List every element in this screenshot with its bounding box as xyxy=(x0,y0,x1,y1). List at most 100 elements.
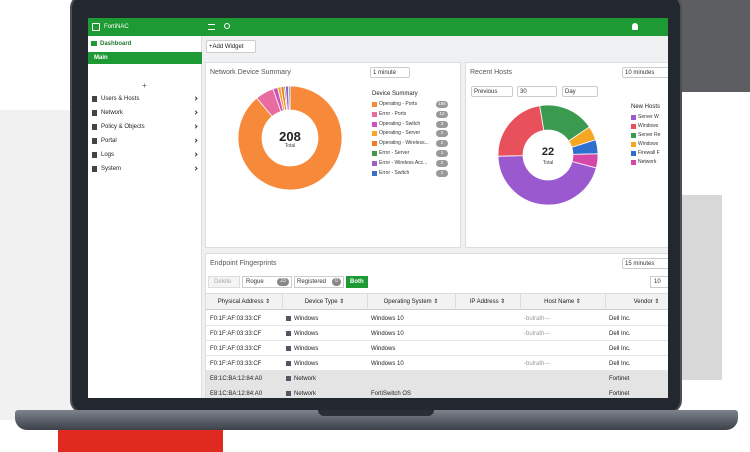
legend-badge xyxy=(436,140,448,148)
table-row[interactable] xyxy=(206,371,668,386)
donut-total-label: Total xyxy=(284,143,296,149)
registered-btn[interactable] xyxy=(294,276,344,288)
table-cell: Dell Inc. xyxy=(609,361,631,367)
delete-btn[interactable] xyxy=(208,276,240,288)
device-icon xyxy=(286,346,291,351)
table-cell: F0:1F:AF:03:33:CF xyxy=(210,331,262,337)
search-icon[interactable] xyxy=(224,23,230,29)
table-row[interactable] xyxy=(206,311,668,326)
table-cell: Fortinet xyxy=(609,376,630,382)
nav-main-bg[interactable] xyxy=(88,52,202,64)
table-cell: Network xyxy=(294,391,317,397)
add-widget[interactable]: +Add Widget xyxy=(209,44,244,50)
legend-swatch xyxy=(372,121,377,127)
interval-select-box[interactable] xyxy=(370,67,410,78)
legend-label: Operating - Wireless... xyxy=(379,140,429,147)
nav-item[interactable]: Users & Hosts xyxy=(101,96,140,102)
unit-select[interactable]: Day xyxy=(565,89,576,95)
table-cell: Windows xyxy=(294,316,319,322)
widget-title: Network Device Summary xyxy=(210,69,291,76)
page-size-box[interactable] xyxy=(650,276,668,288)
sidebar xyxy=(88,36,202,398)
registered-count: 0 xyxy=(335,278,338,284)
column-header[interactable]: Vendor ⇕ xyxy=(633,299,660,305)
table-cell: Dell Inc. xyxy=(609,346,631,352)
both-label[interactable]: Both xyxy=(350,279,364,285)
nav-item[interactable]: System xyxy=(101,166,122,172)
nav-main[interactable]: Main xyxy=(94,55,108,61)
nav-dashboard[interactable]: Dashboard xyxy=(100,41,132,47)
interval-select[interactable]: 1 minute xyxy=(373,70,397,76)
unit-select-box[interactable] xyxy=(562,86,598,97)
column-header[interactable]: Host Name ⇕ xyxy=(544,299,581,305)
table-row[interactable] xyxy=(206,341,668,356)
nav-item[interactable]: Logs xyxy=(101,152,115,158)
table-row[interactable] xyxy=(206,326,668,341)
top-bar xyxy=(88,18,668,36)
table-cell: -bulrath--- xyxy=(524,361,551,367)
legend-badge xyxy=(436,110,448,118)
interval-select[interactable]: 15 minutes xyxy=(625,261,655,267)
period-select[interactable]: Previous xyxy=(474,89,498,95)
legend-swatch xyxy=(631,124,636,129)
legend-swatch xyxy=(372,151,377,156)
page-size[interactable]: 10 xyxy=(654,279,661,285)
bell-icon[interactable] xyxy=(632,23,638,30)
table-cell: Windows 10 xyxy=(371,331,404,337)
table-cell: Windows xyxy=(371,346,396,352)
table-row[interactable] xyxy=(206,386,668,398)
table-cell: Windows 10 xyxy=(371,361,404,367)
table-cell: -bulrath--- xyxy=(524,331,551,337)
nav-icon xyxy=(92,96,97,102)
legend-title: New Hosts xyxy=(631,104,661,110)
legend-swatch xyxy=(372,131,377,137)
interval-select[interactable]: 10 minutes xyxy=(625,70,655,76)
legend-label: Operating - Server xyxy=(379,130,421,137)
rogue-label[interactable]: Rogue xyxy=(246,279,264,285)
table-cell: Network xyxy=(294,376,317,382)
column-divider xyxy=(520,293,521,310)
add-dashboard[interactable]: + xyxy=(142,81,147,90)
legend-label: Error - Switch xyxy=(379,169,410,176)
table-cell: Dell Inc. xyxy=(609,331,631,337)
table-cell: F0:1F:AF:03:33:CF xyxy=(210,316,262,322)
legend-swatch xyxy=(372,160,377,166)
legend-count: 1 xyxy=(440,150,444,155)
delete-label[interactable]: Delete xyxy=(214,279,232,285)
interval-select-box[interactable] xyxy=(622,67,668,78)
count-input[interactable]: 30 xyxy=(520,89,527,95)
both-btn[interactable] xyxy=(346,276,368,288)
bg-block xyxy=(58,428,223,452)
count-input-box[interactable] xyxy=(517,86,557,97)
nav-icon xyxy=(92,152,97,158)
column-header[interactable]: Physical Address ⇕ xyxy=(217,299,271,305)
table-row[interactable] xyxy=(206,356,668,371)
column-divider xyxy=(367,293,368,310)
table-cell: FortiSwitch OS xyxy=(371,391,412,397)
legend-badge xyxy=(436,150,448,157)
brand: FortiNAC xyxy=(104,24,129,30)
registered-label[interactable]: Registered xyxy=(297,279,327,285)
laptop-base xyxy=(15,410,738,430)
legend-title: Device Summary xyxy=(372,91,418,97)
table-cell: Windows xyxy=(294,361,319,367)
column-header[interactable]: Operating System ⇕ xyxy=(383,299,439,305)
table-cell: Windows xyxy=(294,331,319,337)
legend-swatch xyxy=(631,160,636,165)
column-header[interactable]: Device Type ⇕ xyxy=(304,299,345,305)
nav-item[interactable]: Policy & Objects xyxy=(101,124,145,130)
legend-count: 3 xyxy=(440,120,444,126)
legend-swatch xyxy=(631,142,636,147)
table-cell: Dell Inc. xyxy=(609,316,631,322)
bg-block xyxy=(680,195,722,380)
interval-select-box[interactable] xyxy=(622,258,668,269)
legend-label: Error - Server xyxy=(379,150,410,156)
period-select-box[interactable] xyxy=(471,86,513,97)
add-widget-btn[interactable] xyxy=(206,40,256,53)
column-header[interactable]: IP Address ⇕ xyxy=(469,299,506,305)
legend-label: Error - Wireless Acc... xyxy=(379,159,428,166)
menu-icon[interactable] xyxy=(208,24,215,30)
nav-item[interactable]: Network xyxy=(101,110,124,116)
nav-item[interactable]: Portal xyxy=(101,138,117,144)
laptop-notch xyxy=(318,410,434,416)
